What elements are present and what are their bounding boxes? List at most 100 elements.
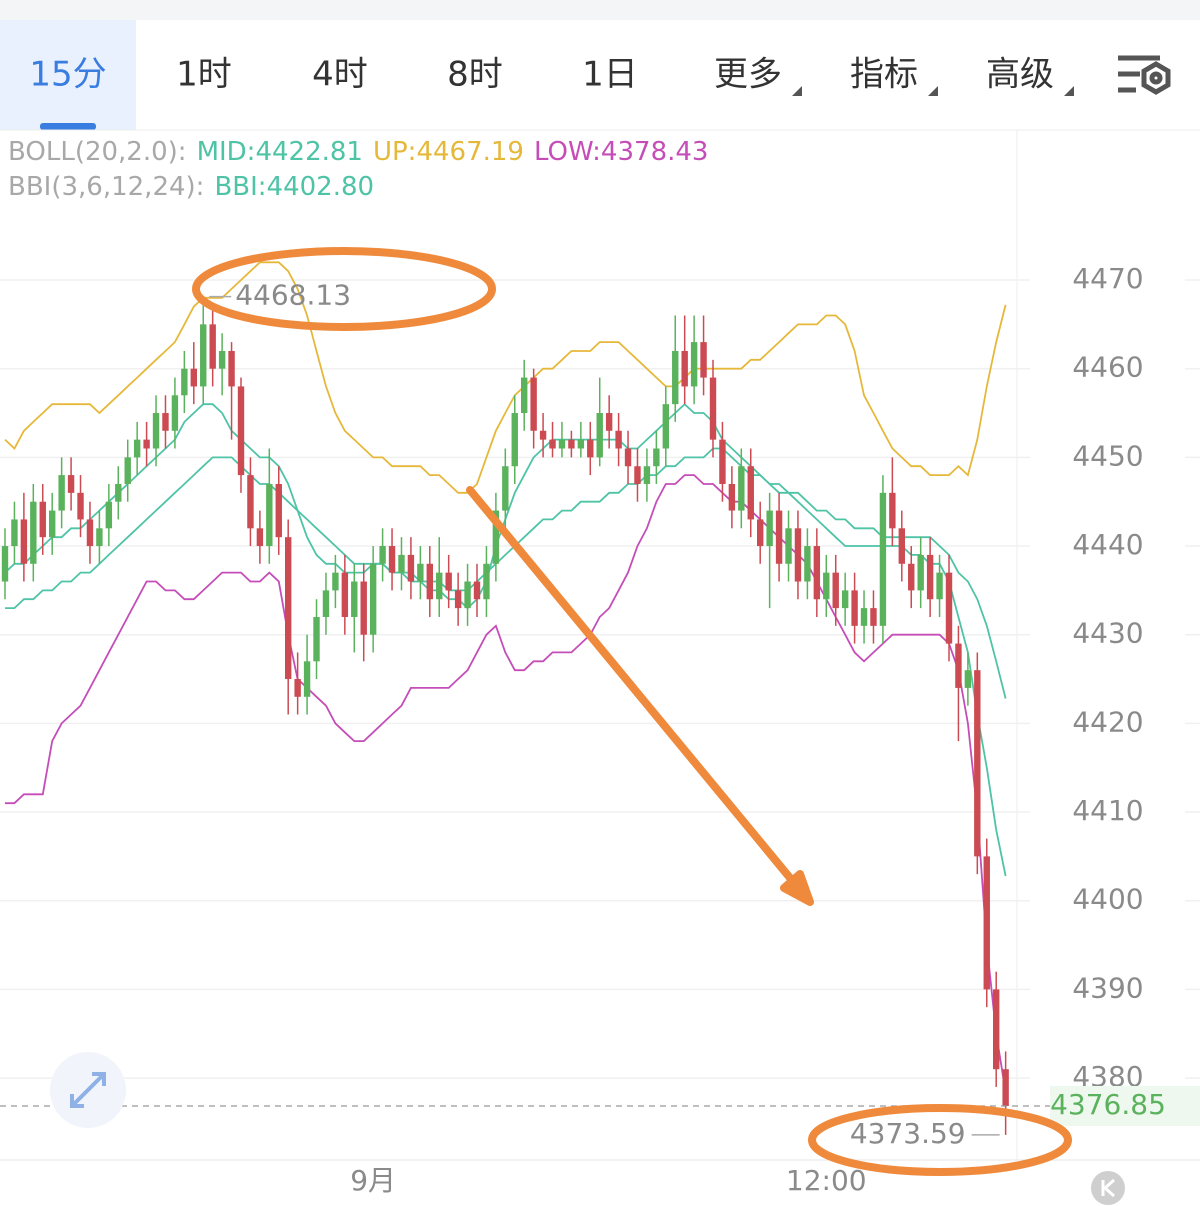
candle-body	[926, 554, 934, 600]
x-tick-label: 12:00	[786, 1164, 867, 1197]
candle-body	[568, 439, 575, 449]
candle-body	[766, 510, 773, 547]
candle-body	[690, 342, 698, 387]
candle-body	[955, 643, 962, 688]
candle-body	[58, 475, 65, 511]
candle-body	[162, 413, 169, 431]
candle-body	[709, 377, 717, 440]
tab[interactable]: 15分	[29, 55, 106, 95]
candle-body	[775, 510, 783, 564]
x-tick-label: 9月	[350, 1164, 396, 1197]
indicator-header: BOLL(20,2.0): MID:4422.81 UP:4467.19 LOW:43…	[8, 137, 708, 167]
candle-body	[96, 528, 103, 547]
candle-body	[445, 572, 452, 591]
candle-body	[190, 368, 197, 387]
candle-body	[483, 563, 490, 600]
candle-body	[539, 430, 547, 440]
candle-body	[889, 492, 896, 529]
candle-body	[511, 413, 518, 467]
candle-body	[993, 989, 1000, 1070]
candle-body	[133, 439, 141, 458]
candle-body	[870, 608, 877, 626]
settings-icon[interactable]	[1118, 55, 1171, 95]
candle-body	[1002, 1069, 1009, 1106]
candle-body	[851, 590, 858, 626]
candle-body	[530, 377, 537, 431]
candle-body	[275, 483, 282, 538]
candle-body	[115, 483, 122, 502]
candle-body	[67, 475, 75, 493]
candle-body	[794, 528, 802, 582]
active-tab-underline	[40, 123, 96, 130]
candle-body	[936, 572, 943, 600]
candle-body	[303, 661, 311, 697]
candle-body	[86, 519, 94, 547]
tab[interactable]: 指标	[850, 55, 918, 95]
labels: BOLL(20,2.0): MID:4422.81 UP:4467.19 LOW:43…	[0, 137, 1200, 1197]
candle-body	[879, 492, 887, 626]
candle-body	[700, 342, 707, 378]
candle-body	[860, 608, 868, 626]
indicator-name: BBI(3,6,12,24):	[8, 172, 204, 202]
tab[interactable]: 8时	[447, 55, 503, 95]
collapse-button[interactable]	[1091, 1171, 1125, 1205]
candle-body	[77, 492, 84, 520]
candle-body	[1, 546, 9, 582]
candle-body	[738, 466, 745, 511]
candle-body	[171, 395, 179, 431]
candle-body	[181, 368, 188, 396]
candle-body	[747, 466, 754, 520]
candle-body	[152, 413, 160, 449]
candle-body	[247, 475, 254, 529]
tab[interactable]: 高级	[986, 55, 1054, 95]
tab[interactable]: 1时	[176, 55, 232, 95]
y-tick-label: 4420	[1072, 705, 1143, 738]
candle-body	[945, 572, 953, 644]
candle-body	[407, 554, 415, 582]
candle-body	[719, 439, 726, 484]
y-tick-label: 4390	[1072, 971, 1143, 1004]
indicator-name: BOLL(20,2.0):	[8, 137, 187, 167]
candle-body	[11, 519, 18, 547]
candle-body	[256, 528, 264, 547]
candle-body	[285, 537, 292, 680]
candle-body	[464, 581, 471, 609]
indicator-value: LOW:4378.43	[534, 137, 708, 167]
candle-body	[662, 404, 669, 449]
candle-body	[964, 670, 972, 688]
candle-body	[124, 457, 131, 484]
candle-body	[341, 572, 349, 617]
candle-body	[605, 413, 613, 431]
dropdown-caret	[928, 86, 938, 96]
y-tick-label: 4410	[1072, 794, 1143, 827]
candle-body	[351, 581, 358, 617]
candle-body	[823, 572, 830, 600]
plot	[1, 261, 1009, 1135]
candle-body	[917, 554, 924, 591]
high-label: 4468.13	[235, 279, 351, 312]
candle-body	[974, 670, 981, 857]
candle-body	[200, 324, 207, 387]
expand-button[interactable]	[50, 1052, 126, 1128]
candle-body	[577, 439, 585, 449]
current-price-bg	[1050, 1085, 1200, 1126]
candle-body	[681, 350, 688, 387]
tab[interactable]: 更多	[714, 55, 782, 95]
candle-body	[492, 510, 500, 564]
tab[interactable]: 4时	[312, 55, 368, 95]
indicator-line	[5, 447, 1007, 699]
candle-body	[558, 439, 566, 449]
candle-body	[643, 466, 651, 484]
tab[interactable]: 1日	[582, 55, 638, 95]
y-tick-label: 4440	[1072, 528, 1143, 561]
candle-body	[143, 439, 150, 449]
candle-body	[266, 483, 273, 547]
candle-body	[20, 519, 28, 564]
candle-body	[549, 439, 556, 449]
y-tick-label: 4460	[1072, 351, 1143, 384]
candle-body	[369, 563, 377, 635]
low-label: 4373.59	[850, 1117, 966, 1150]
candle-body	[841, 590, 849, 609]
candle-body	[804, 546, 811, 582]
